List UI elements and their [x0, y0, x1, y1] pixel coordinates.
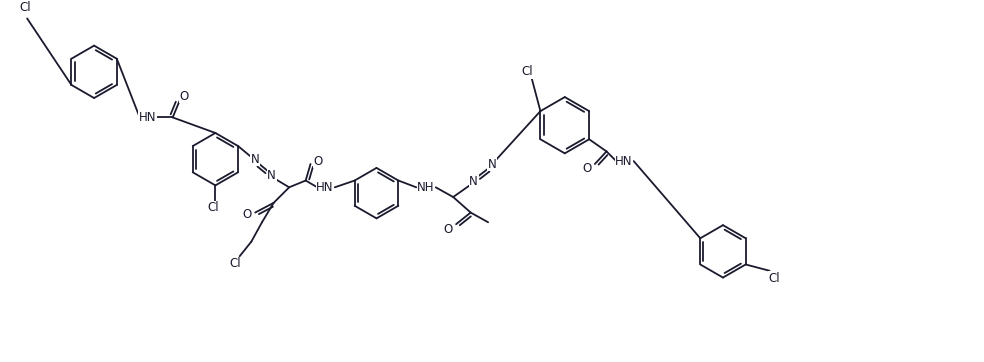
Text: N: N	[469, 175, 478, 188]
Text: O: O	[180, 89, 189, 102]
Text: N: N	[251, 153, 260, 166]
Text: Cl: Cl	[769, 272, 780, 285]
Text: N: N	[268, 169, 277, 182]
Text: HN: HN	[615, 155, 633, 168]
Text: Cl: Cl	[20, 1, 31, 14]
Text: HN: HN	[316, 181, 334, 194]
Text: NH: NH	[417, 181, 435, 194]
Text: Cl: Cl	[522, 65, 532, 78]
Text: O: O	[583, 163, 591, 175]
Text: N: N	[488, 157, 496, 171]
Text: Cl: Cl	[229, 257, 241, 270]
Text: O: O	[314, 155, 323, 168]
Text: O: O	[243, 208, 252, 221]
Text: HN: HN	[139, 111, 156, 124]
Text: Cl: Cl	[208, 201, 219, 214]
Text: O: O	[444, 223, 453, 236]
